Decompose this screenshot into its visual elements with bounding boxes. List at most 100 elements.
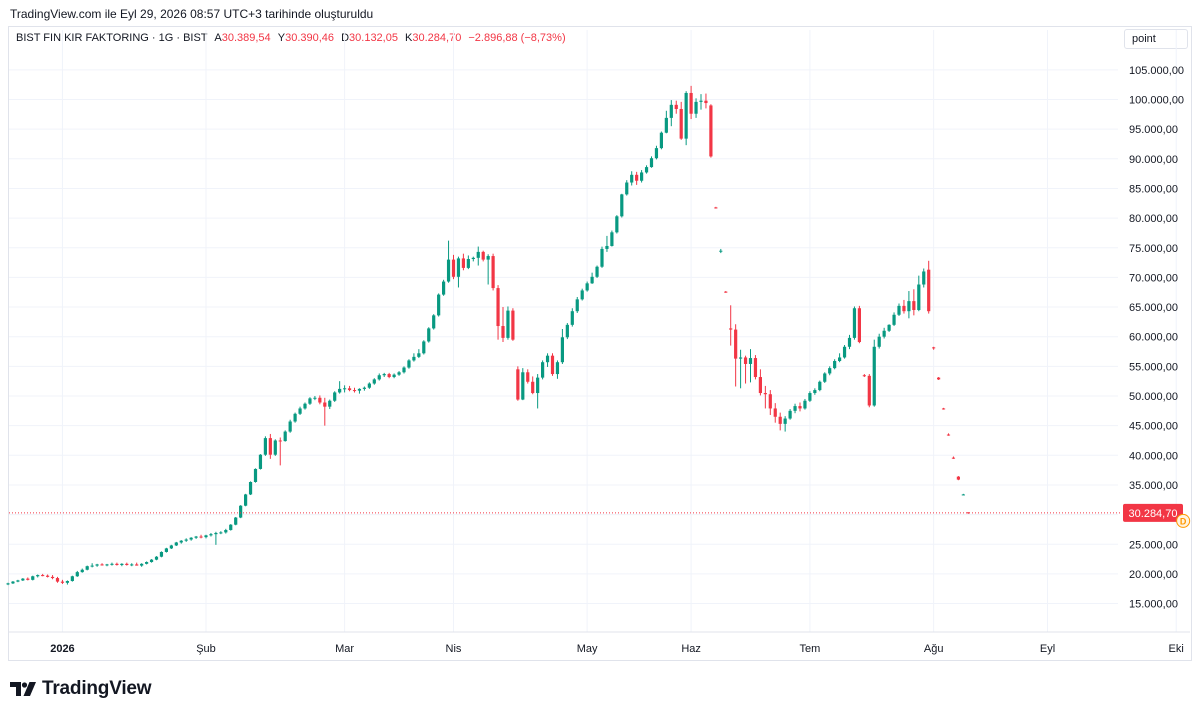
candle-body [560,337,564,363]
x-tick-label: Nis [446,643,462,655]
candle-body [808,393,812,401]
candle [184,538,188,542]
candle-body [194,536,198,538]
candle [788,409,792,420]
candle-body [323,402,327,407]
candle [229,524,233,531]
candle [318,395,322,405]
candle [214,531,218,545]
last-price-overlay: 30.284,70D [9,503,1191,528]
candle [595,265,599,278]
legend-open-value: 30.389,54 [221,32,271,44]
candle-body [501,326,505,338]
candle [501,307,505,343]
candle [842,345,847,359]
candle-body [585,283,589,291]
candle [635,171,639,185]
candle-body [273,440,277,455]
x-tick-label: Eyl [1040,643,1055,655]
candle [575,296,579,313]
candle [159,551,164,558]
candle [298,406,302,415]
candle [362,386,366,391]
candle [912,289,916,316]
candle-body [55,578,60,582]
candle [773,403,777,423]
candle [105,563,109,567]
x-tick-label: Tem [800,643,821,655]
candle-body [734,329,738,359]
dividend-marker-label: D [1180,516,1187,526]
candle-body [649,158,654,168]
candle [343,385,347,393]
candle-body [199,536,203,538]
candle-body [897,305,901,315]
candle-body [531,381,535,394]
candle [852,306,857,340]
candle-body [100,564,104,566]
candle [491,253,495,291]
price-scale-unit-button[interactable]: point [1124,29,1188,49]
candle [372,378,376,385]
candle-body [80,569,84,573]
candle-body [491,256,495,289]
candle-body [590,276,594,284]
candle-body [70,576,74,582]
candle-body [179,540,183,543]
candle-body [694,101,698,114]
candle [402,366,406,374]
candle [674,100,678,114]
candle-body [912,301,916,311]
candle-body [303,403,307,409]
candle [620,193,624,218]
tradingview-footer[interactable]: TradingView [10,678,152,700]
candle [422,340,426,355]
candle [927,260,931,314]
candle [382,372,386,378]
candle-body [120,563,124,566]
candle-body [318,397,322,403]
candle-body [620,194,624,217]
candle-body [946,434,951,436]
candle-body [417,353,421,357]
candle-body [422,341,426,354]
legend-symbol[interactable]: BIST FIN KIR FAKTORING · 1G · BIST [16,32,208,44]
candle [833,359,837,370]
candle [70,575,74,582]
candle [640,170,644,183]
legend-close-value: 30.284,70 [412,32,462,44]
candle-body [46,575,50,577]
candle-body [813,390,817,394]
candle-body [857,308,861,343]
candle [417,349,421,359]
candle-body [239,505,243,518]
candle-body [21,578,25,581]
candle-body [110,563,114,565]
candle-body [140,563,144,566]
candle [555,360,560,379]
candle-body [758,377,762,394]
candle-body [362,387,366,389]
candle-body [41,575,45,577]
candle [803,398,807,410]
candle-body [828,368,832,374]
candle [333,391,337,402]
candle [892,312,896,327]
candle-body [654,148,659,159]
candle-body [347,388,352,391]
candle [466,255,470,270]
candle-body [506,310,510,338]
candle [461,253,465,271]
candle [258,454,263,470]
candle [377,373,381,381]
candle [11,581,15,584]
candle [219,531,223,535]
candle [50,575,55,580]
candle-body [377,375,381,380]
candle [724,291,728,293]
candle [347,385,352,392]
candle [21,578,25,582]
candle [263,436,267,456]
y-tick-label: 35.000,00 [1129,480,1178,492]
